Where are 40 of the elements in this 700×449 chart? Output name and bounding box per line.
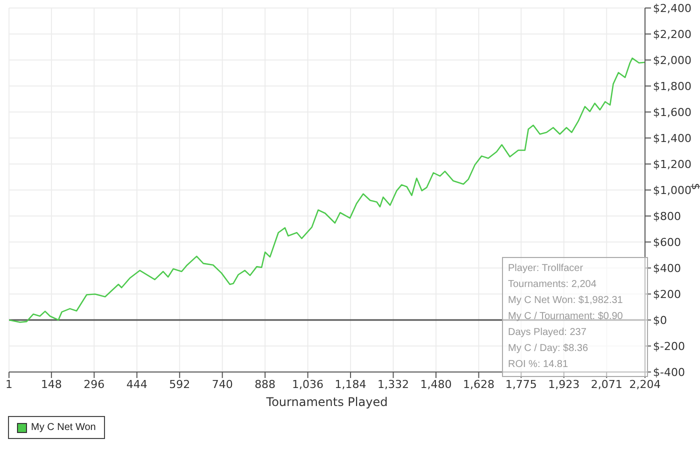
annotation: Days Played: 237 — [508, 326, 588, 340]
x-tick-label: 1,332 — [378, 378, 410, 391]
y-tick-label: $-400 — [653, 366, 685, 379]
x-tick-label: 1,184 — [334, 378, 366, 391]
x-tick-label: 888 — [254, 378, 276, 391]
annotation: My C / Day: $8.36 — [508, 342, 590, 356]
annotation: My C Net Won: $1,982.31 — [508, 294, 624, 308]
x-tick-label: 1,923 — [548, 378, 580, 391]
x-tick-label: 296 — [84, 378, 105, 391]
y-tick-label: $-200 — [653, 340, 685, 353]
annotation: My C / Tournament: $0.90 — [508, 310, 624, 324]
y-tick-label: $400 — [653, 262, 681, 275]
x-tick-label: 592 — [169, 378, 190, 391]
annotation: Tournaments: 2,204 — [508, 278, 598, 292]
y-tick-label: $600 — [653, 236, 681, 249]
y-tick-label: $0 — [653, 314, 667, 327]
y-tick-label: $1,800 — [653, 80, 692, 93]
y-tick-label: $1,600 — [653, 106, 692, 119]
x-tick-label: 1,036 — [292, 378, 324, 391]
y-tick-label: $2,200 — [653, 28, 692, 41]
y-tick-label: $1,200 — [653, 158, 692, 171]
annotation: ROI %: 14.81 — [508, 358, 570, 372]
x-tick-label: 1,628 — [462, 378, 494, 391]
x-tick-label: 1 — [6, 378, 12, 391]
x-tick-label: 2,071 — [590, 378, 622, 391]
x-tick-label: 740 — [212, 378, 233, 391]
legend-label: My C Net Won — [31, 422, 96, 433]
y-tick-label: $1,000 — [653, 184, 692, 197]
y-tick-label: $2,400 — [653, 2, 692, 15]
x-tick-label: 2,204 — [629, 378, 661, 391]
x-tick-label: 444 — [126, 378, 148, 391]
y-tick-label: $800 — [653, 210, 681, 223]
y-tick-label: $2,000 — [653, 54, 692, 67]
x-tick-label: 1,480 — [420, 378, 452, 391]
y-tick-label: $1,400 — [653, 132, 692, 145]
annotation: Player: Trollfacer — [508, 262, 584, 276]
x-tick-label: 1,775 — [505, 378, 537, 391]
y-tick-label: $200 — [653, 288, 681, 301]
x-axis-title: Tournaments Played — [265, 395, 388, 409]
x-tick-label: 148 — [40, 378, 62, 391]
